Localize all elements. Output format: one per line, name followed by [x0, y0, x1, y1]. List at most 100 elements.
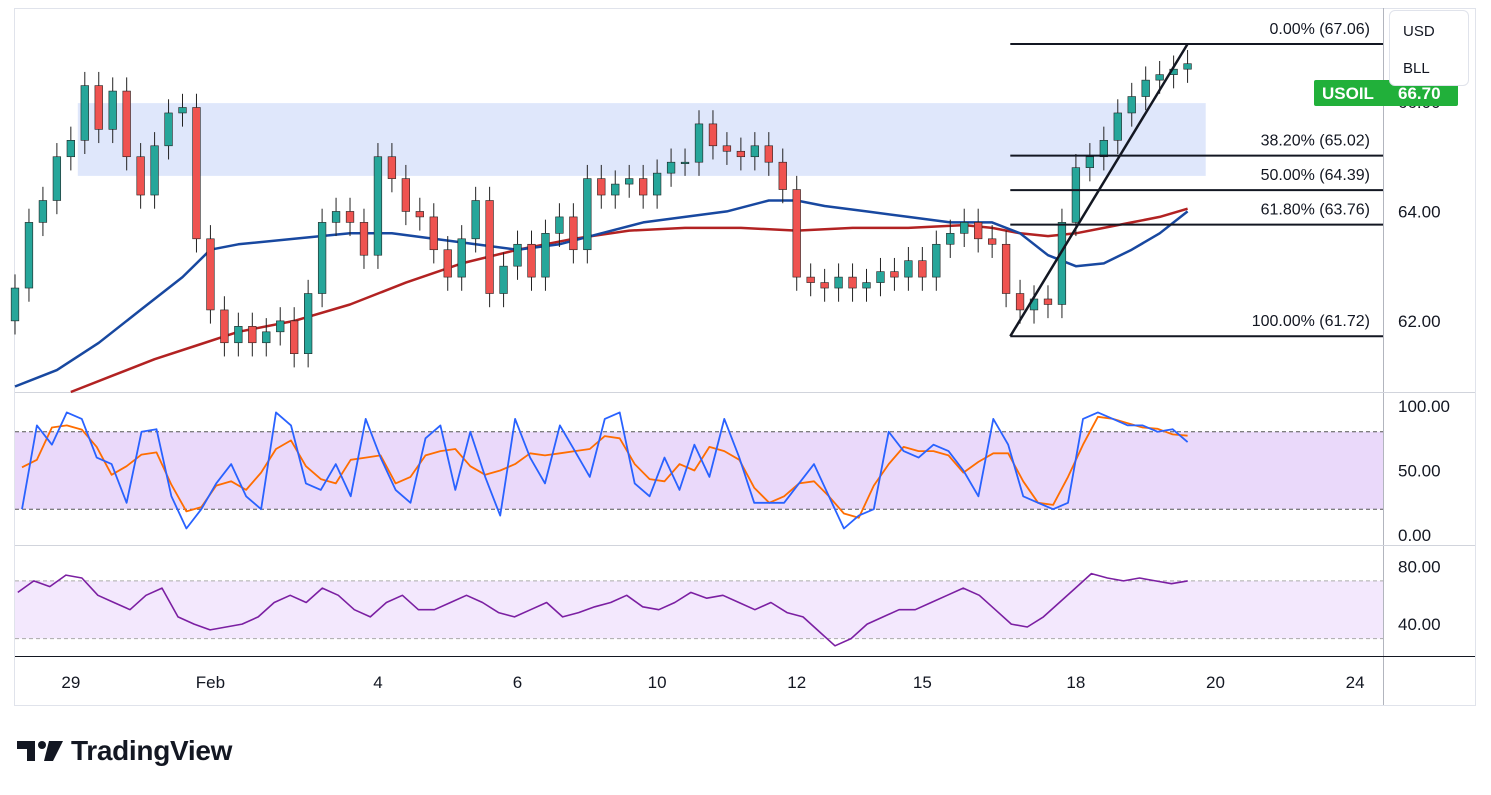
time-tick-label: 20: [1206, 673, 1225, 692]
candle: [471, 186, 480, 253]
candle: [736, 137, 746, 171]
time-tick-label: 18: [1066, 673, 1085, 692]
price-tick-label: 64.00: [1398, 202, 1441, 221]
unit-selector[interactable]: USD BLL: [1389, 10, 1469, 86]
candle: [611, 170, 620, 209]
candle-body: [24, 222, 34, 289]
candle-body: [1001, 243, 1011, 294]
candle-body: [918, 260, 927, 278]
candle: [652, 159, 662, 209]
candle: [527, 230, 536, 291]
candle: [443, 236, 452, 291]
candle: [10, 274, 20, 335]
candle-body: [1099, 140, 1108, 158]
candle-body: [415, 211, 424, 218]
candle: [248, 312, 257, 357]
candle-body: [1183, 63, 1192, 70]
fibonacci-level-label: 100.00% (61.72): [1252, 313, 1370, 330]
candle: [639, 164, 648, 209]
candle-body: [1057, 222, 1067, 305]
fibonacci-level-label: 38.20% (65.02): [1261, 133, 1370, 150]
time-tick-label: 6: [513, 673, 522, 692]
chart-frame: [14, 8, 1476, 706]
candle-body: [304, 293, 313, 354]
candle: [932, 230, 941, 291]
candle-body: [792, 189, 801, 278]
candle-body: [471, 200, 480, 240]
candle-body: [694, 123, 704, 163]
fibonacci-level-label: 61.80% (63.76): [1261, 202, 1370, 219]
time-tick-label: 29: [61, 673, 80, 692]
candle: [597, 164, 606, 209]
candle: [122, 77, 131, 171]
candle: [178, 93, 187, 127]
rsi-tick-label: 80.00: [1398, 557, 1441, 576]
candle: [38, 186, 48, 237]
candle-body: [345, 211, 355, 223]
candle-body: [1127, 96, 1136, 114]
stochastic-tick-label: 50.00: [1398, 462, 1441, 481]
candle-body: [736, 150, 746, 158]
stochastic-tick-label: 0.00: [1398, 526, 1431, 545]
candle: [80, 71, 89, 154]
candle: [764, 132, 773, 176]
candle: [345, 197, 355, 237]
candle-body: [541, 233, 550, 278]
candle: [890, 257, 899, 291]
symbol-label: USOIL: [1322, 84, 1374, 103]
candle-body: [1141, 79, 1150, 97]
candle-body: [764, 145, 773, 163]
candle: [234, 312, 243, 357]
candle: [1113, 99, 1122, 154]
candle: [834, 263, 843, 302]
candle-body: [429, 216, 438, 251]
candle-body: [611, 183, 620, 196]
candle: [108, 77, 117, 144]
candle: [304, 279, 313, 368]
candle: [24, 208, 34, 302]
rsi-band: [15, 580, 1383, 639]
candle-body: [10, 287, 20, 322]
candle-body: [317, 222, 327, 294]
candle-body: [862, 282, 871, 289]
stochastic-d-line: [21, 415, 1188, 519]
candle: [1057, 208, 1067, 319]
candle-body: [38, 200, 48, 223]
candle-body: [834, 276, 843, 289]
candle: [136, 143, 145, 209]
tradingview-brand[interactable]: TradingView: [17, 735, 232, 767]
candle-body: [1043, 298, 1053, 305]
candle-body: [722, 145, 732, 152]
candle-body: [108, 90, 117, 130]
candle: [1015, 279, 1025, 324]
candle-body: [485, 200, 494, 294]
candle: [848, 263, 857, 302]
candle-body: [904, 260, 913, 278]
candle: [513, 230, 522, 280]
fibonacci-level-label: 50.00% (64.39): [1261, 167, 1370, 184]
candle-body: [890, 271, 899, 278]
candle-body: [639, 178, 648, 196]
candle-body: [373, 156, 383, 256]
stochastic-k-line: [21, 411, 1189, 530]
brand-name: TradingView: [71, 735, 233, 766]
symbol-badge-bg: [1314, 80, 1458, 106]
candle-body: [136, 156, 145, 196]
symbol-price-badge: USOIL 66.70: [1314, 80, 1458, 106]
candle-body: [457, 238, 466, 278]
candle: [862, 268, 871, 302]
candle-body: [625, 178, 634, 185]
last-price-label: 66.70: [1398, 84, 1441, 103]
candle-body: [401, 178, 410, 212]
candle: [94, 71, 103, 144]
stochastic-pane: [15, 411, 1383, 530]
candle: [331, 197, 341, 237]
candle: [1141, 66, 1150, 111]
candle-body: [94, 85, 103, 130]
candle-body: [220, 309, 229, 344]
candle: [541, 219, 550, 291]
candle-body: [1155, 74, 1164, 81]
time-tick-label: 24: [1346, 673, 1365, 692]
candle-body: [387, 156, 397, 179]
